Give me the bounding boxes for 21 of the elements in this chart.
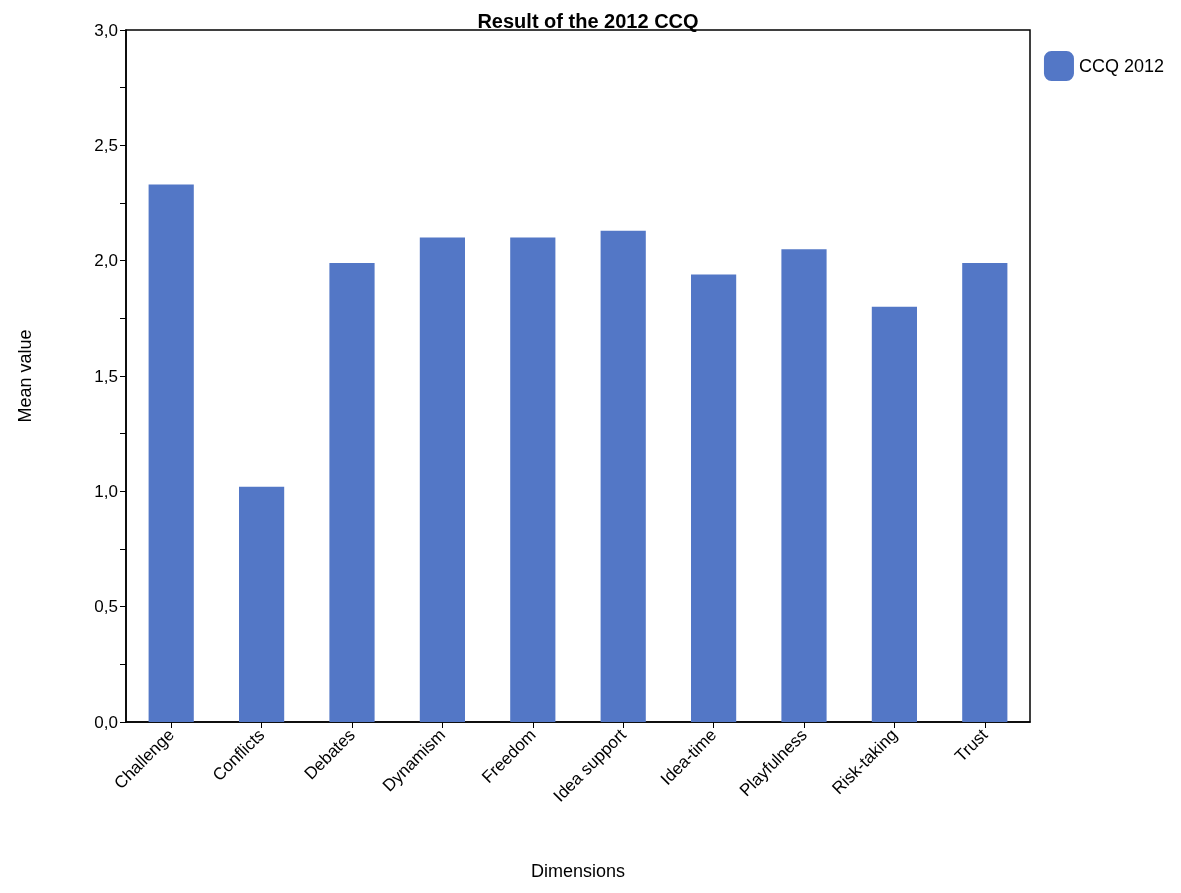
y-tick-label: 3,0 — [94, 20, 118, 40]
bar — [239, 486, 285, 722]
bar — [871, 306, 917, 722]
bar — [419, 237, 465, 722]
y-tick-label: 0,5 — [94, 597, 118, 617]
y-tick-label: 1,5 — [94, 366, 118, 386]
y-tick-label: 2,0 — [94, 251, 118, 271]
bar — [962, 262, 1008, 722]
x-axis-title: Dimensions — [530, 861, 626, 881]
y-tick-label: 0,0 — [94, 712, 118, 732]
y-axis-title: Mean value — [15, 329, 35, 423]
bar — [329, 262, 375, 722]
bar — [148, 184, 194, 722]
bar — [691, 274, 737, 722]
bar — [781, 249, 827, 722]
chart-title: Result of the 2012 CCQ — [477, 10, 699, 32]
bar — [600, 230, 646, 722]
y-tick-label: 1,0 — [94, 481, 118, 501]
bar — [510, 237, 556, 722]
y-tick-label: 2,5 — [94, 135, 118, 155]
legend-label: CCQ 2012 — [1078, 56, 1164, 76]
